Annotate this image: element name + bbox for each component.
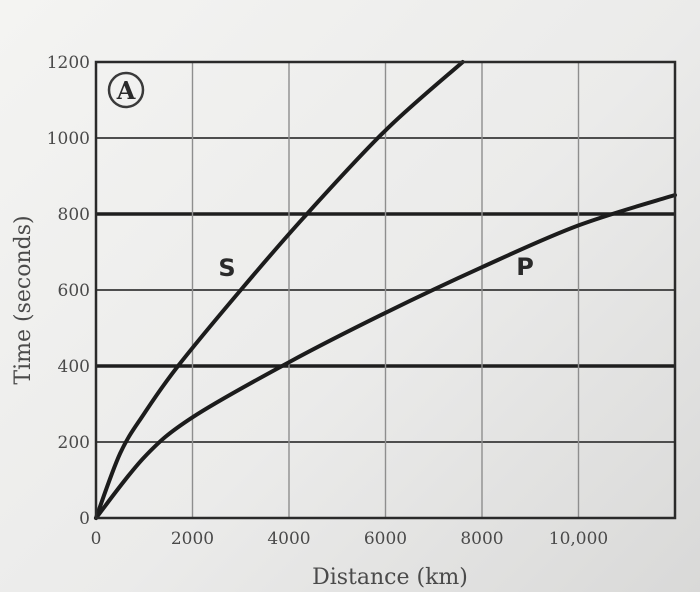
plot-border-rect [94,60,677,520]
series-label-p: P [516,253,534,281]
x-tick-label-10000: 10,000 [549,529,608,549]
panel-label: A [116,76,136,105]
x-tick-label-0: 0 [91,529,102,549]
grid [96,62,675,518]
series-label-s: S [218,254,235,282]
series-lines [94,60,677,520]
y-tick-label-1000: 1000 [47,129,90,149]
x-tick-label-2000: 2000 [171,529,214,549]
y-tick-label-800: 800 [58,205,90,225]
panel-label-circle [107,71,145,109]
panel-label-badge: A [107,71,145,109]
series-line-p [94,193,677,520]
x-tick-label-8000: 8000 [460,529,503,549]
y-tick-label-1200: 1200 [47,53,90,73]
y-tick-label-600: 600 [58,281,90,301]
plot-border [94,60,677,520]
y-tick-label-400: 400 [58,357,90,377]
tick-labels: 0 200 400 600 800 1000 1200 0 2000 4000 6000 8000 10… [47,53,609,549]
x-tick-label-6000: 6000 [364,529,407,549]
y-axis-title: Time (seconds) [11,215,36,384]
x-axis-title: Distance (km) [312,565,468,590]
y-tick-label-200: 200 [58,433,90,453]
y-tick-label-0: 0 [79,509,90,529]
series-line-s [94,60,465,520]
x-tick-label-4000: 4000 [267,529,310,549]
